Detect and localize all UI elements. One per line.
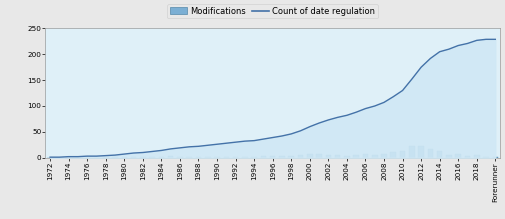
Bar (196, 157, 201, 158)
Bar (456, 154, 461, 158)
Bar (335, 155, 340, 158)
Bar (409, 146, 415, 158)
Bar (224, 157, 229, 158)
Bar (84, 157, 90, 158)
Bar (326, 155, 331, 158)
Bar (437, 151, 442, 158)
Bar (483, 157, 489, 158)
Bar (492, 157, 498, 158)
Legend: Modifications, Count of date regulation: Modifications, Count of date regulation (168, 4, 378, 18)
Bar (298, 155, 304, 158)
Bar (131, 157, 136, 158)
Bar (214, 157, 220, 158)
Bar (390, 152, 396, 158)
Bar (233, 157, 238, 158)
Bar (474, 155, 480, 158)
Bar (465, 156, 470, 158)
Bar (400, 152, 406, 158)
Bar (344, 156, 349, 158)
Bar (279, 156, 285, 158)
Bar (446, 155, 451, 158)
Bar (381, 154, 387, 158)
Bar (205, 157, 211, 158)
Bar (372, 155, 378, 158)
Bar (288, 156, 294, 158)
Bar (242, 157, 247, 158)
Bar (66, 157, 71, 158)
Bar (316, 154, 322, 158)
Bar (418, 146, 424, 158)
Bar (103, 157, 109, 158)
Bar (149, 157, 155, 158)
Bar (140, 157, 145, 158)
Bar (261, 156, 266, 158)
Bar (186, 157, 192, 158)
Bar (307, 154, 313, 158)
Bar (270, 156, 276, 158)
Bar (251, 157, 257, 158)
Bar (112, 157, 118, 158)
Bar (159, 157, 164, 158)
Bar (168, 156, 173, 158)
Bar (363, 154, 368, 158)
Bar (122, 157, 127, 158)
Bar (428, 149, 433, 158)
Bar (177, 157, 183, 158)
Bar (354, 155, 359, 158)
